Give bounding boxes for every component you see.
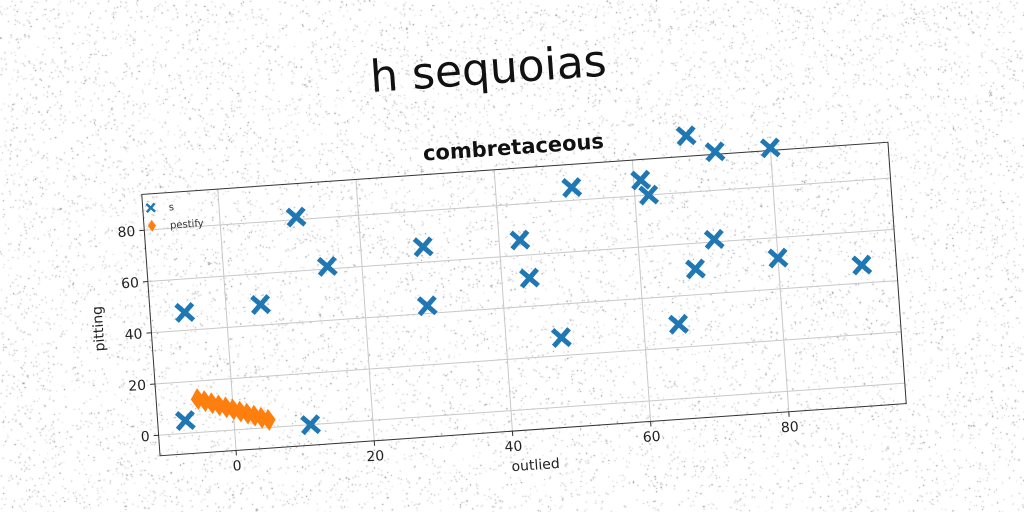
legend-marker xyxy=(147,219,156,232)
y-gridline xyxy=(144,177,891,231)
x-axis-label: outlied xyxy=(511,456,560,475)
scatter-point-s xyxy=(285,206,307,228)
scatter-point-s xyxy=(416,295,438,317)
x-tick-label: 60 xyxy=(642,429,661,446)
scatter-point-pestify xyxy=(261,408,276,431)
scatter-point-s xyxy=(412,236,434,258)
scatter-point-s xyxy=(851,254,873,276)
scatter-point-s xyxy=(630,169,652,191)
y-tick-label: 40 xyxy=(124,326,143,343)
scatter-point-s xyxy=(638,184,660,206)
scatter-point-s xyxy=(174,301,196,323)
x-gridline xyxy=(769,150,790,412)
x-tick-label: 0 xyxy=(232,458,242,475)
scatter-point-s xyxy=(316,255,338,277)
y-gridline xyxy=(158,382,905,436)
y-axis-label: pitting xyxy=(89,306,108,352)
scatter-point-s xyxy=(550,327,572,349)
y-tick-label: 20 xyxy=(128,378,147,395)
x-tick-label: 80 xyxy=(780,419,799,436)
y-gridline xyxy=(154,331,902,385)
x-tick-label: 20 xyxy=(366,448,385,465)
scatter-point-s xyxy=(250,294,271,315)
scatter-point-s xyxy=(561,177,583,198)
x-gridline xyxy=(631,160,652,422)
legend-label: pestify xyxy=(170,218,204,231)
scatter-point-s xyxy=(767,247,789,269)
x-tick-label: 40 xyxy=(504,438,523,455)
scatter-point-s xyxy=(704,141,726,163)
legend-marker xyxy=(145,202,156,214)
scatter-point-s xyxy=(675,125,697,147)
scatter-point-s xyxy=(174,410,196,431)
x-gridline xyxy=(355,179,375,441)
y-gridline xyxy=(151,280,898,334)
chart-title: combretaceous xyxy=(422,129,604,166)
x-gridline xyxy=(493,169,513,432)
scatter-point-s xyxy=(685,258,706,280)
y-tick-label: 80 xyxy=(117,224,136,241)
scatter-point-s xyxy=(300,414,322,436)
y-tick-label: 60 xyxy=(121,275,140,292)
scatter-point-s xyxy=(519,267,540,289)
legend-label: s xyxy=(168,202,174,213)
y-gridline xyxy=(147,228,895,283)
scatter-point-s xyxy=(759,137,781,159)
y-tick-label: 0 xyxy=(140,429,150,446)
scatter-point-s xyxy=(509,229,531,251)
scatter-point-s xyxy=(703,228,725,250)
plot-frame xyxy=(141,141,907,457)
legend: s pestify xyxy=(145,202,204,232)
scatter-point-s xyxy=(668,313,689,335)
